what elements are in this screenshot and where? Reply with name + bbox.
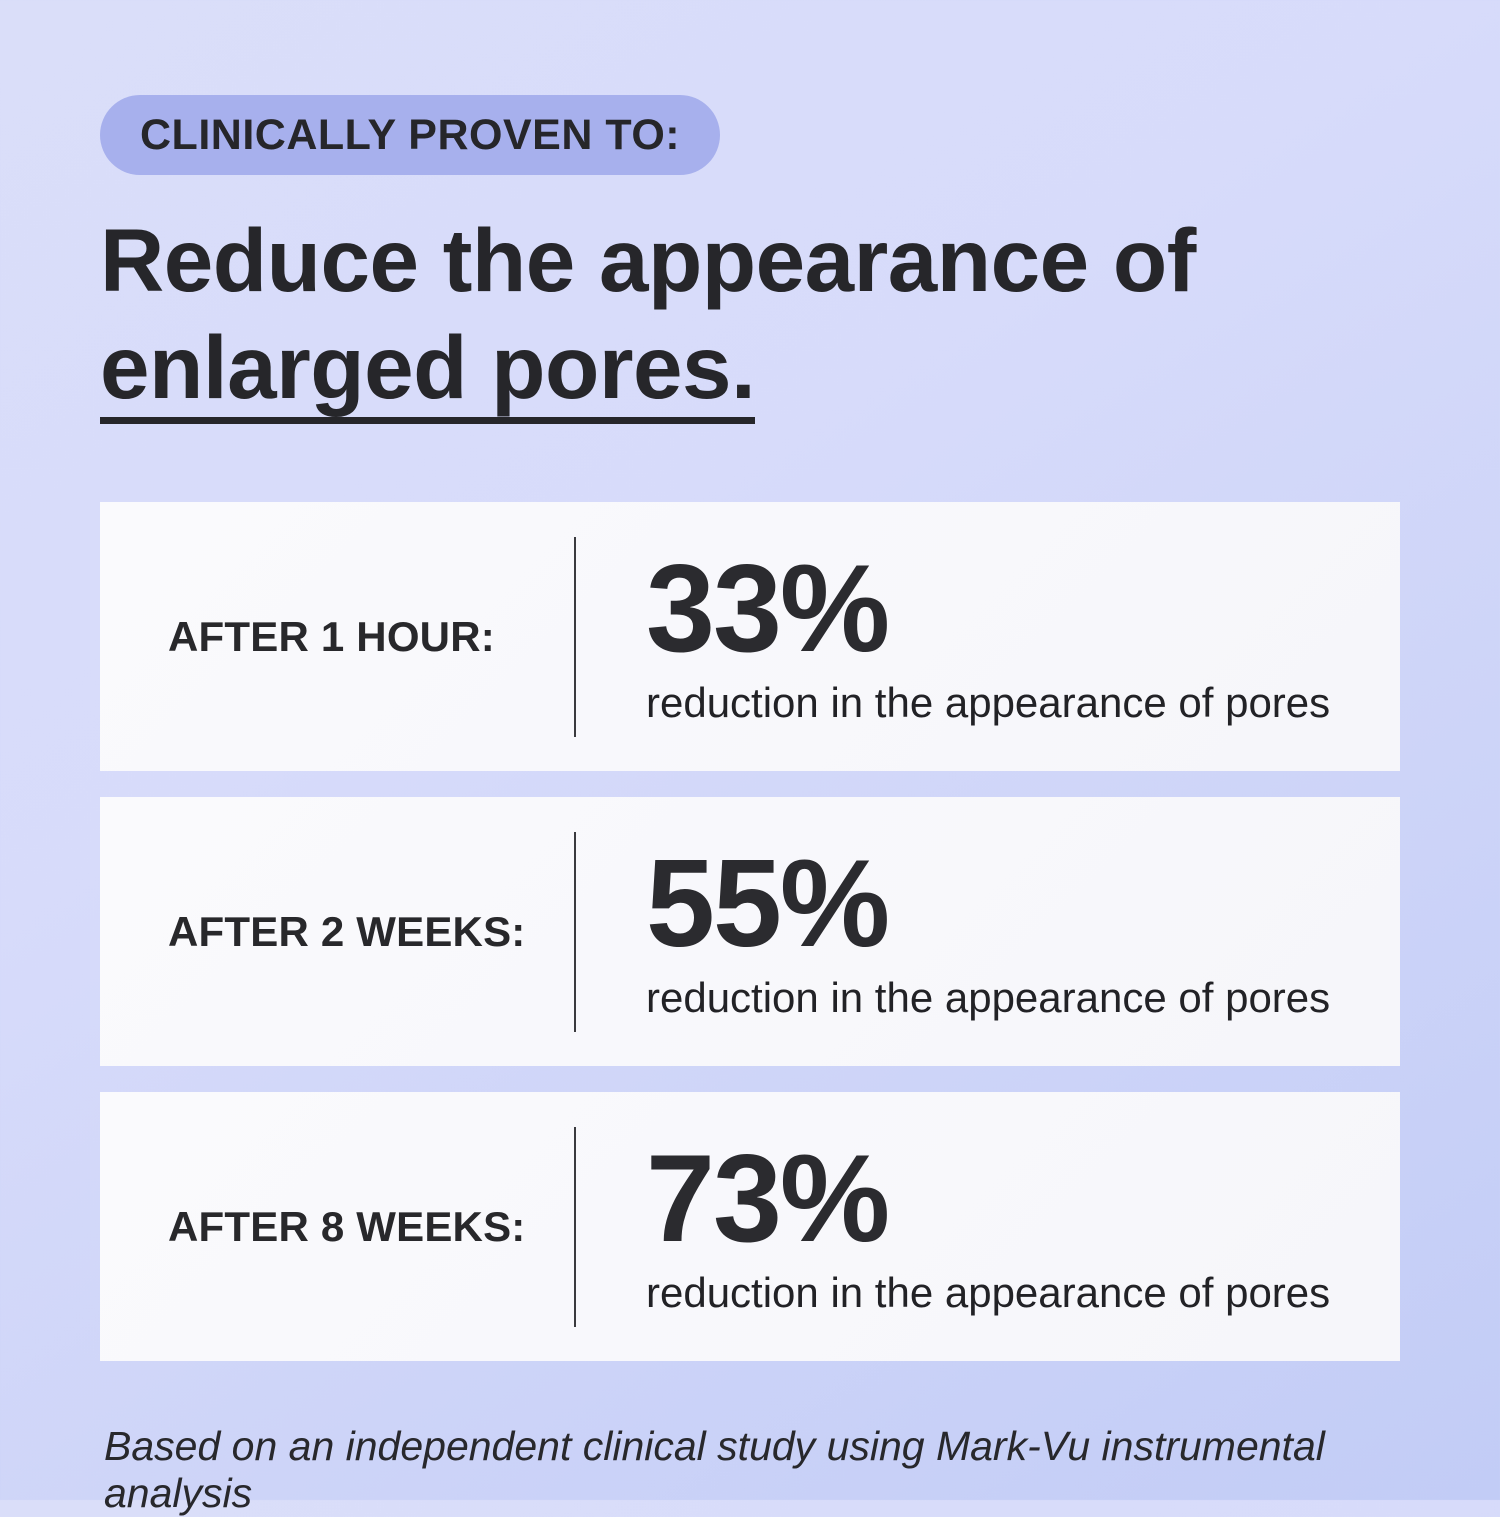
clinically-proven-badge: CLINICALLY PROVEN TO:: [100, 95, 721, 175]
divider-line: [574, 1126, 576, 1327]
stat-value: 33%: [646, 539, 890, 678]
stat-body: 73% reduction in the appearance of pores: [576, 1137, 1330, 1317]
stat-card-after-2-weeks: AFTER 2 WEEKS: 55% reduction in the appe…: [100, 797, 1400, 1067]
footnote: Based on an independent clinical study u…: [104, 1423, 1325, 1517]
stat-body: 55% reduction in the appearance of pores: [576, 842, 1330, 1022]
stat-description: reduction in the appearance of pores: [646, 1268, 1331, 1316]
stat-body: 33% reduction in the appearance of pores: [576, 547, 1330, 727]
stat-description: reduction in the appearance of pores: [646, 678, 1331, 726]
stat-label: AFTER 2 WEEKS:: [168, 907, 526, 955]
divider-line: [574, 536, 576, 737]
headline-underlined-text: enlarged pores.: [100, 320, 756, 425]
stat-label: AFTER 1 HOUR:: [168, 612, 495, 660]
stat-card-after-8-weeks: AFTER 8 WEEKS: 73% reduction in the appe…: [100, 1092, 1400, 1362]
stat-value: 73%: [646, 1129, 890, 1268]
stat-card-list: AFTER 1 HOUR: 33% reduction in the appea…: [100, 502, 1400, 1362]
stat-label: AFTER 8 WEEKS:: [168, 1202, 526, 1250]
stat-value: 55%: [646, 834, 890, 973]
headline: Reduce the appearance of enlarged pores.: [100, 207, 1400, 425]
stat-card-after-1-hour: AFTER 1 HOUR: 33% reduction in the appea…: [100, 502, 1400, 772]
divider-line: [574, 831, 576, 1032]
stat-description: reduction in the appearance of pores: [646, 973, 1331, 1021]
headline-line1: Reduce the appearance of: [100, 210, 1196, 310]
